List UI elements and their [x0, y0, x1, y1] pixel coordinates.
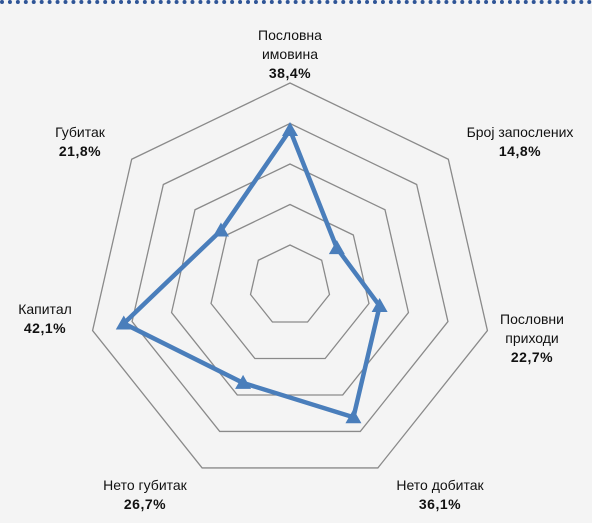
category-label: Пословни приходи: [500, 311, 564, 346]
top-border: [0, 0, 592, 4]
axis-label: Нето добитак 36,1%: [375, 476, 505, 514]
grid-ring: [249, 244, 331, 323]
value-label: 21,8%: [58, 143, 102, 159]
marker: [115, 315, 132, 330]
value-label: 36,1%: [418, 496, 462, 512]
value-label: 14,8%: [498, 143, 542, 159]
axis-label: Пословна имовина 38,4%: [240, 26, 340, 83]
category-label: Капитал: [18, 301, 72, 317]
value-label: 22,7%: [510, 349, 554, 365]
grid-ring: [131, 122, 449, 433]
marker: [371, 297, 388, 312]
axis-label: Губитак 21,8%: [35, 123, 125, 161]
axis-label: Пословни приходи 22,7%: [482, 310, 582, 367]
axis-label: Нето губитак 26,7%: [80, 476, 210, 514]
category-label: Нето добитак: [396, 477, 484, 493]
marker: [345, 409, 362, 424]
category-label: Губитак: [55, 124, 105, 140]
marker: [328, 240, 345, 255]
marker: [212, 222, 229, 237]
grid-ring: [91, 82, 489, 469]
grid-ring: [210, 203, 370, 360]
data-line: [121, 127, 382, 420]
value-label: 38,4%: [268, 65, 312, 81]
grid-ring: [170, 163, 410, 396]
category-label: Пословна имовина: [258, 27, 322, 62]
value-label: 26,7%: [123, 496, 167, 512]
category-label: Нето губитак: [103, 477, 187, 493]
value-label: 42,1%: [23, 320, 67, 336]
category-label: Број запослених: [466, 124, 574, 140]
axis-label: Број запослених 14,8%: [465, 123, 575, 161]
marker: [235, 374, 252, 389]
axis-label: Капитал 42,1%: [0, 300, 90, 338]
marker: [282, 121, 298, 136]
